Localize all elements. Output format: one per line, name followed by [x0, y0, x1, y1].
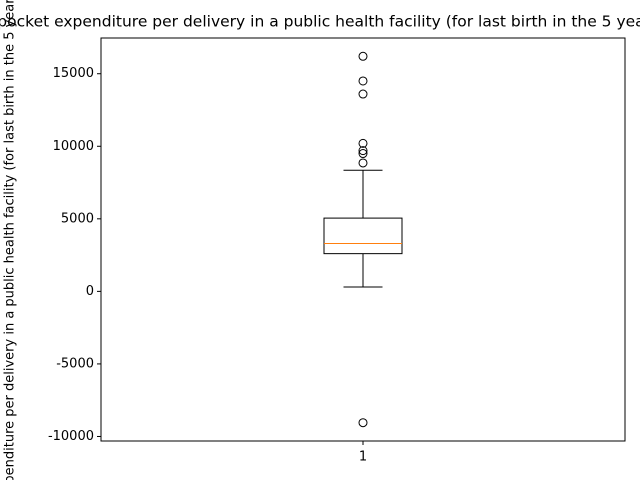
outlier — [358, 76, 368, 86]
chart-title: Average out-of-pocket expenditure per de… — [0, 13, 640, 31]
outlier — [358, 138, 368, 148]
outlier — [358, 51, 368, 61]
y-tick-label: 10000 — [53, 139, 94, 154]
outlier — [358, 146, 368, 156]
y-tick-label: 0 — [86, 284, 94, 299]
y-tick-label: 5000 — [61, 211, 94, 226]
y-tick-label: -5000 — [56, 356, 94, 371]
box — [323, 217, 403, 255]
outlier — [358, 158, 368, 168]
outlier — [358, 89, 368, 99]
outlier — [358, 418, 368, 428]
outlier — [358, 149, 368, 159]
y-axis-label: Average out-of-pocket expenditure per de… — [3, 0, 18, 480]
y-tick-label: -10000 — [48, 429, 94, 444]
y-tick-label: 15000 — [53, 66, 94, 81]
x-tick-label: 1 — [359, 450, 367, 465]
plot-frame — [100, 37, 626, 442]
